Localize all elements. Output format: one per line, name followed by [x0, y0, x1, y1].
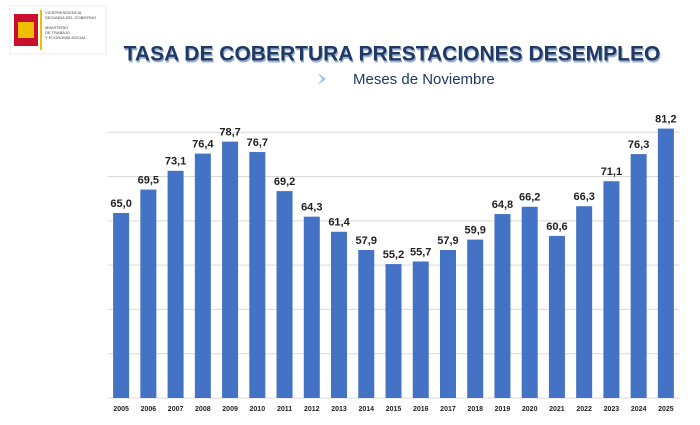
x-tick-label: 2024	[631, 406, 647, 413]
x-tick-label: 2008	[195, 406, 211, 413]
x-tick-label: 2020	[522, 406, 538, 413]
value-label: 57,9	[437, 235, 458, 247]
logo-text: DE TRABAJO	[45, 30, 70, 35]
logo-emblem-center	[18, 22, 34, 38]
value-label: 76,7	[247, 137, 268, 149]
value-label: 69,5	[138, 174, 159, 186]
bar	[194, 153, 211, 398]
x-tick-label: 2025	[658, 406, 674, 413]
title-shadow: TASA DE COBERTURA PRESTACIONES DESEMPLEO	[125, 45, 662, 68]
value-label: 66,3	[573, 191, 594, 203]
bar	[576, 206, 593, 398]
bar	[249, 152, 266, 398]
x-tick-label: 2015	[386, 406, 402, 413]
x-tick-label: 2010	[250, 406, 266, 413]
bar	[521, 206, 538, 398]
value-label: 55,7	[410, 246, 431, 258]
logo: VICEPRESIDENCIA SEGUNDA DEL GOBIERNO MIN…	[9, 5, 107, 55]
logo-bar	[40, 10, 42, 50]
x-tick-label: 2022	[576, 406, 592, 413]
value-label: 73,1	[165, 156, 186, 168]
chart-title: TASA DE COBERTURA PRESTACIONES DESEMPLEO	[124, 43, 661, 66]
chart-subtitle: Meses de Noviembre	[353, 71, 495, 88]
value-label: 59,9	[465, 224, 486, 236]
value-label: 55,2	[383, 249, 404, 261]
x-tick-label: 2012	[304, 406, 320, 413]
x-tick-label: 2014	[358, 406, 374, 413]
logo-text: MINISTERIO	[45, 25, 68, 30]
bar	[657, 128, 674, 398]
value-label: 81,2	[655, 113, 676, 125]
bar	[140, 189, 157, 398]
bar	[385, 264, 402, 398]
x-tick-label: 2006	[141, 406, 157, 413]
bar	[222, 141, 239, 398]
x-tick-label: 2021	[549, 406, 565, 413]
x-tick-label: 2009	[222, 406, 238, 413]
value-label: 57,9	[356, 235, 377, 247]
value-label: 69,2	[274, 176, 295, 188]
bar	[603, 181, 620, 398]
bar	[358, 250, 375, 398]
value-label: 64,3	[301, 202, 322, 214]
logo-text: Y ECONOMÍA SOCIAL	[45, 35, 87, 40]
bar	[439, 250, 456, 398]
x-tick-label: 2005	[113, 406, 129, 413]
x-tick-label: 2007	[168, 406, 184, 413]
value-label: 60,6	[546, 221, 567, 233]
x-tick-label: 2019	[495, 406, 511, 413]
bar	[331, 231, 348, 398]
bar	[548, 235, 565, 398]
x-tick-label: 2011	[277, 406, 292, 413]
bar	[167, 170, 184, 398]
value-label: 66,2	[519, 192, 540, 204]
bar	[113, 213, 130, 398]
x-tick-label: 2013	[331, 406, 347, 413]
bar	[412, 261, 429, 398]
logo-text: SEGUNDA DEL GOBIERNO	[45, 15, 96, 20]
value-label: 76,3	[628, 139, 649, 151]
bar	[467, 239, 484, 398]
x-tick-label: 2016	[413, 406, 429, 413]
x-tick-label: 2023	[604, 406, 620, 413]
bar	[276, 191, 293, 398]
value-label: 76,4	[192, 139, 214, 151]
value-label: 61,4	[328, 217, 350, 229]
value-label: 71,1	[601, 166, 622, 178]
x-tick-label: 2017	[440, 406, 456, 413]
x-tick-label: 2018	[467, 406, 483, 413]
value-label: 78,7	[219, 127, 240, 139]
value-label: 65,0	[110, 198, 131, 210]
bar	[494, 214, 511, 398]
logo-text: VICEPRESIDENCIA	[45, 10, 82, 15]
bar	[303, 216, 320, 398]
value-label: 64,8	[492, 199, 513, 211]
bar	[630, 154, 647, 398]
chevron	[318, 73, 326, 85]
